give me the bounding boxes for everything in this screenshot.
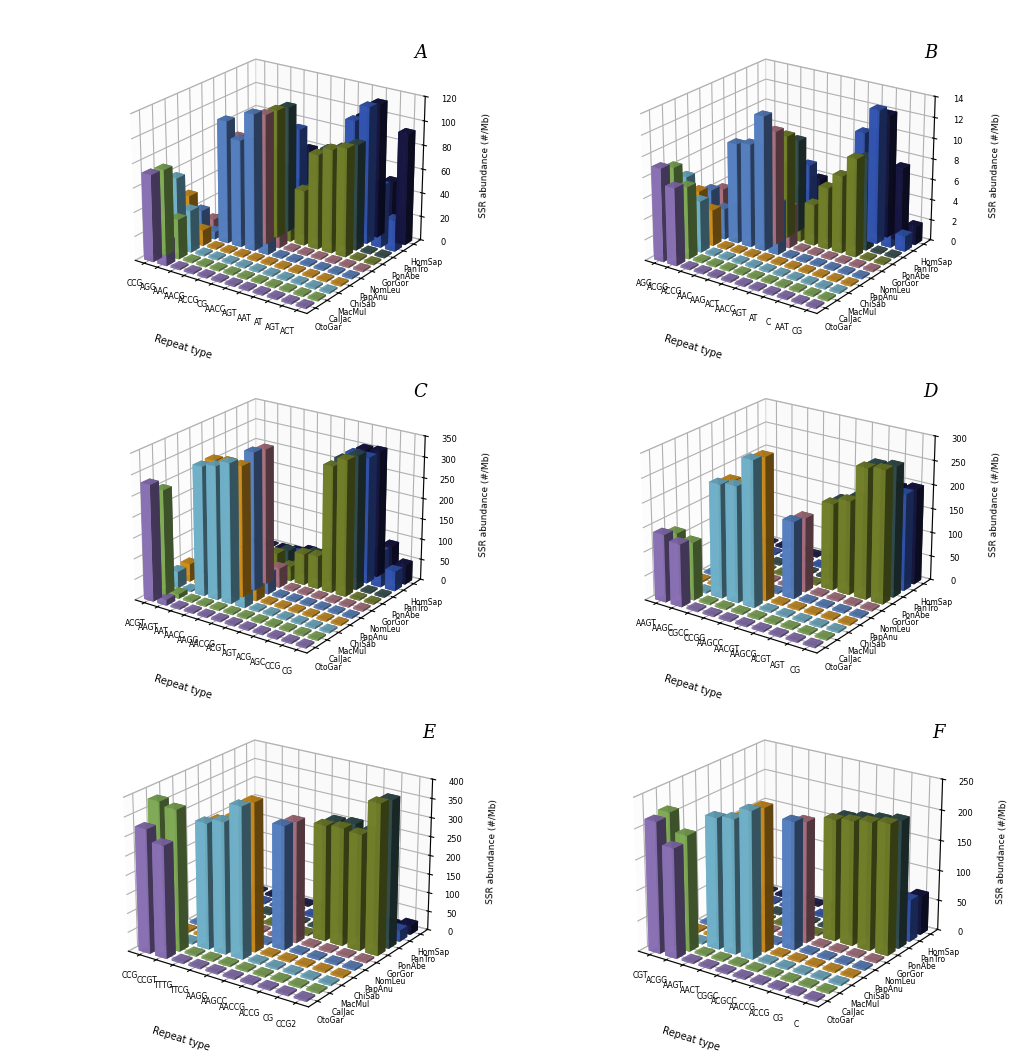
X-axis label: Repeat type: Repeat type — [662, 333, 722, 361]
Text: F: F — [931, 724, 944, 742]
X-axis label: Repeat type: Repeat type — [660, 1026, 719, 1053]
Text: C: C — [414, 383, 427, 401]
X-axis label: Repeat type: Repeat type — [153, 333, 213, 361]
X-axis label: Repeat type: Repeat type — [662, 673, 722, 700]
X-axis label: Repeat type: Repeat type — [153, 673, 213, 700]
Text: D: D — [922, 383, 936, 401]
Text: B: B — [923, 44, 936, 62]
Text: A: A — [414, 44, 427, 62]
X-axis label: Repeat type: Repeat type — [151, 1026, 210, 1053]
Text: E: E — [422, 724, 434, 742]
